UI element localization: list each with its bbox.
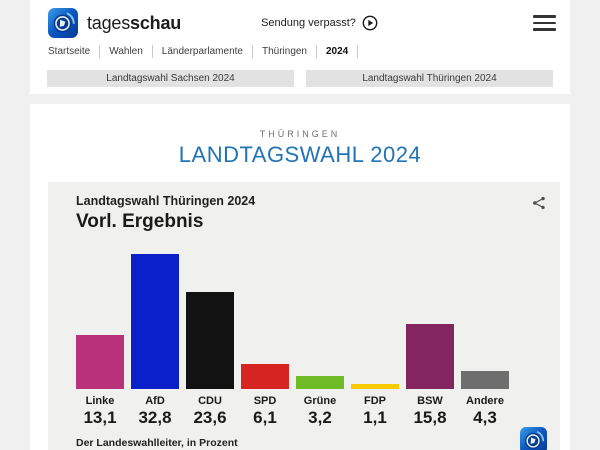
chart-title: Landtagswahl Thüringen 2024: [76, 194, 256, 208]
bar: [131, 254, 179, 389]
bar-column-fdp: FDP 1,1: [351, 254, 399, 428]
bar-value: 32,8: [138, 408, 172, 427]
bar-column-cdu: CDU 23,6: [186, 254, 234, 428]
page-title: LANDTAGSWAHL 2024: [178, 142, 422, 167]
breadcrumb-item-wahlen[interactable]: Wahlen: [100, 45, 153, 58]
breadcrumb-item-startseite[interactable]: Startseite: [48, 45, 101, 58]
bar-column-linke: Linke 13,1: [76, 254, 124, 428]
bar: [296, 376, 344, 389]
tagesschau-logo[interactable]: [48, 8, 78, 38]
bar-chart: Linke 13,1 AfD 32,8 CDU 23,6 SPD 6,1 Grüne 3,2 FDP…: [76, 254, 509, 428]
main-content: THÜRINGEN LANDTAGSWAHL 2024 Landtagswahl…: [30, 104, 570, 450]
header-section: tagesschau Sendung verpasst? Startseite …: [30, 0, 570, 94]
tagesschau-logo-watermark: [520, 427, 547, 450]
play-icon[interactable]: [362, 15, 378, 31]
bar-value: 15,8: [413, 408, 447, 427]
chart-subtitle: Vorl. Ergebnis: [76, 211, 204, 232]
bar-value: 23,6: [193, 408, 227, 427]
bar-value: 13,1: [83, 408, 117, 427]
bar-value: 3,2: [308, 408, 332, 427]
sendung-verpasst-link[interactable]: Sendung verpasst?: [261, 15, 378, 31]
tab-landtagswahl-thueringen-2024[interactable]: Landtagswahl Thüringen 2024: [306, 70, 553, 87]
bar-value: 1,1: [363, 408, 387, 427]
bar: [461, 371, 509, 389]
bar-label: AfD: [145, 395, 165, 407]
chart-card-header: Landtagswahl Thüringen 2024 Vorl. Ergebn…: [76, 194, 546, 233]
tab-landtagswahl-sachsen-2024[interactable]: Landtagswahl Sachsen 2024: [47, 70, 294, 87]
bar: [351, 384, 399, 389]
share-button[interactable]: [532, 196, 546, 210]
breadcrumb: Startseite Wahlen Länderparlamente Thüri…: [48, 45, 570, 58]
chart-card-titles: Landtagswahl Thüringen 2024 Vorl. Ergebn…: [76, 194, 532, 233]
bar-column-afd: AfD 32,8: [131, 254, 179, 428]
page-overline: THÜRINGEN: [259, 129, 341, 139]
bar-label: Linke: [85, 395, 115, 407]
election-tabs: Landtagswahl Sachsen 2024 Landtagswahl T…: [47, 70, 553, 87]
site-header: tagesschau Sendung verpasst?: [30, 0, 570, 38]
bar-label: Grüne: [303, 395, 337, 407]
bar-label: CDU: [198, 395, 222, 407]
results-chart-card: Landtagswahl Thüringen 2024 Vorl. Ergebn…: [48, 182, 560, 450]
bar-label: BSW: [417, 395, 443, 407]
sendung-verpasst-label: Sendung verpasst?: [261, 17, 356, 29]
bar-value: 4,3: [473, 408, 497, 427]
bar-column-andere: Andere 4,3: [461, 254, 509, 428]
chart-source-note: Der Landeswahlleiter, in Prozent: [76, 437, 238, 449]
bar-label: Andere: [466, 395, 504, 407]
hamburger-menu-button[interactable]: [533, 15, 556, 31]
bar: [76, 335, 124, 389]
bar: [186, 292, 234, 389]
bar: [241, 364, 289, 389]
bar-column-grüne: Grüne 3,2: [296, 254, 344, 428]
share-icon: [533, 196, 545, 210]
breadcrumb-item-2024[interactable]: 2024: [317, 45, 359, 58]
bar-column-bsw: BSW 15,8: [406, 254, 454, 428]
bar-value: 6,1: [253, 408, 277, 427]
brand-wordmark[interactable]: tagesschau: [87, 12, 182, 33]
bar-label: FDP: [364, 395, 386, 407]
bar-label: SPD: [253, 395, 277, 407]
breadcrumb-item-thueringen[interactable]: Thüringen: [253, 45, 317, 58]
breadcrumb-item-laenderparlamente[interactable]: Länderparlamente: [153, 45, 253, 58]
bar-column-spd: SPD 6,1: [241, 254, 289, 428]
hamburger-icon: [533, 15, 556, 18]
bar: [406, 324, 454, 389]
